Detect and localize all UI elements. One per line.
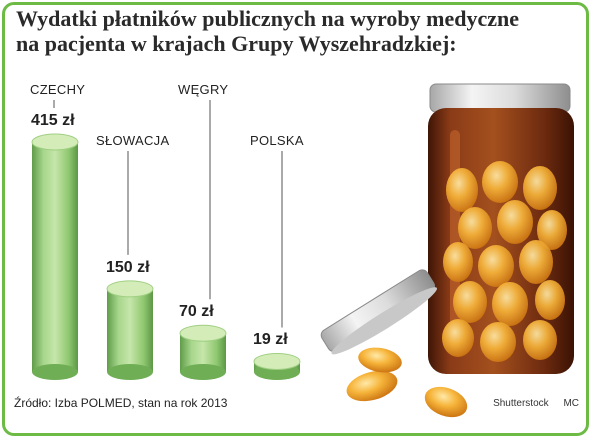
value-label: 415 zł: [31, 112, 75, 129]
leader-lines: [53, 100, 283, 328]
bar-base: [180, 364, 226, 380]
bar-base: [32, 364, 78, 380]
bar-top: [179, 324, 227, 342]
pill-bottle-illustration: [320, 83, 574, 418]
credits: Shutterstock MC: [481, 398, 579, 409]
category-label: SŁOWACJA: [96, 133, 170, 148]
category-label: CZECHY: [30, 82, 86, 97]
category-label: WĘGRY: [178, 82, 229, 97]
chart-title-line-1: Wydatki płatników publicznych na wyroby …: [16, 6, 520, 31]
value-label: 150 zł: [106, 258, 150, 276]
value-label: 70 zł: [179, 303, 214, 321]
bar-top: [31, 133, 79, 151]
bottle-pills: [442, 161, 567, 362]
bar-czechy: [32, 142, 78, 372]
chart-title-line-2: na pacjenta w krajach Grupy Wyszehradzki…: [16, 31, 457, 56]
value-label: 19 zł: [253, 331, 288, 349]
chart-title: Wydatki płatników publicznych na wyroby …: [16, 6, 576, 56]
bars-group: [31, 133, 301, 380]
source-note: Źródło: Izba POLMED, stan na rok 2013: [14, 396, 228, 410]
bar-top: [106, 280, 154, 298]
bottle-cap-ring: [429, 83, 571, 113]
bar-top: [253, 352, 301, 370]
author-initials: MC: [563, 398, 579, 409]
bar-base: [107, 364, 153, 380]
bar-słowacja: [107, 288, 153, 372]
image-credit: Shutterstock: [493, 398, 549, 409]
loose-pills: [346, 347, 468, 418]
bottle-lid: [320, 269, 437, 355]
category-label: POLSKA: [250, 133, 304, 148]
